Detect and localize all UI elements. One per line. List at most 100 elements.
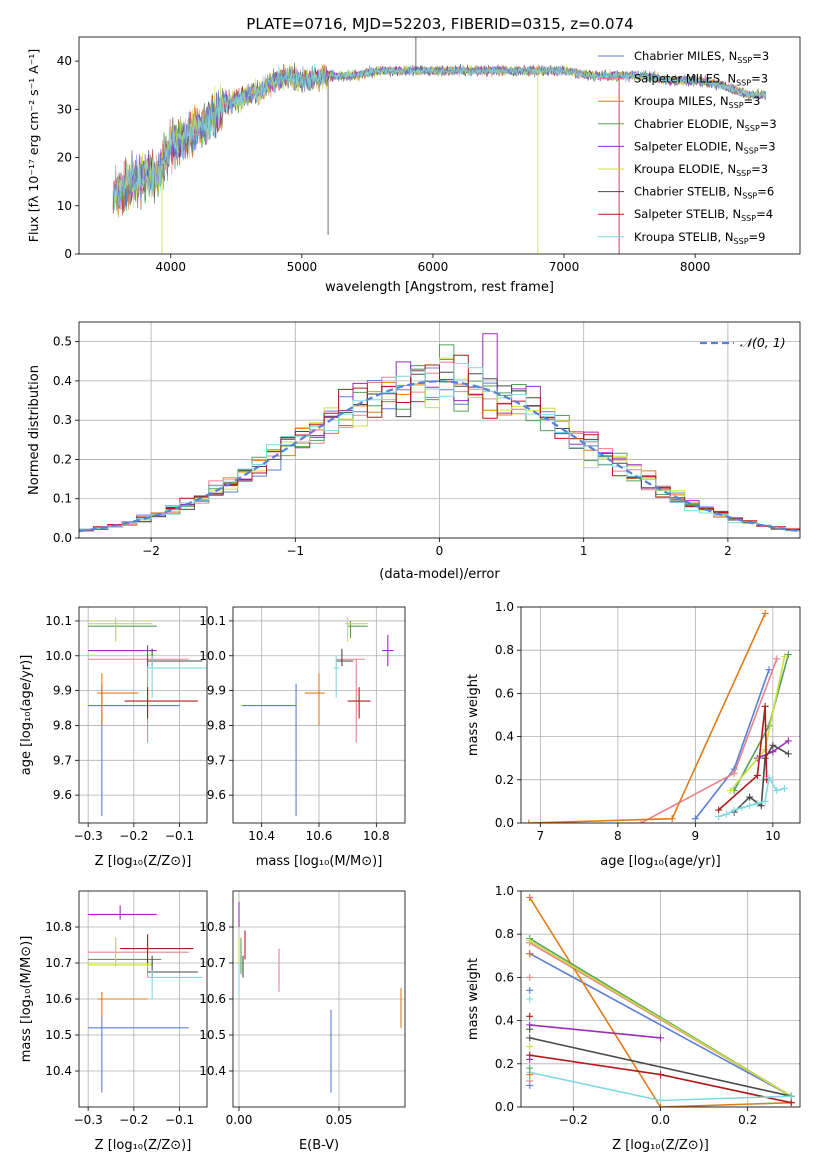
age-vs-metallicity-panel: −0.3 −0.2 −0.1 9.6 9.7 9.8 9.9 10.0 10.1 Z [log₁₀… — [19, 606, 208, 869]
y-tick-label: 9.7 — [207, 753, 226, 767]
y-tick-label: 9.6 — [207, 788, 226, 802]
weight-marker — [691, 815, 699, 823]
y-tick-label: 10.5 — [199, 1028, 226, 1042]
series-layer — [88, 617, 207, 817]
axes-frame — [232, 606, 406, 824]
weight-marker — [761, 702, 769, 710]
y-tick-label: 0.0 — [495, 1100, 514, 1114]
weight-marker — [781, 784, 788, 792]
y-tick-label: 10.1 — [45, 614, 72, 628]
figure-title: PLATE=0716, MJD=52203, FIBERID=0315, z=0… — [246, 15, 633, 33]
weight-line-chabrier-stelib — [529, 1037, 792, 1097]
x-tick-label: 0.05 — [326, 1113, 353, 1127]
x-axis-label: Z [log₁₀(Z/Z⊙)] — [95, 854, 192, 869]
x-tick-label: −0.1 — [165, 1113, 194, 1127]
legend-entry: Kroupa STELIB, NSSP=9 — [634, 230, 765, 246]
weight-marker — [761, 746, 769, 754]
y-tick-label: 0.0 — [495, 816, 514, 830]
y-tick-label: 9.8 — [53, 718, 72, 732]
x-tick-label: −0.1 — [165, 829, 194, 843]
x-tick-label: 5000 — [287, 260, 318, 274]
weight-marker — [657, 1071, 664, 1079]
y-tick-label: 40 — [57, 54, 72, 68]
plot-area — [79, 607, 207, 823]
axes-frame — [78, 606, 208, 824]
spectrum-line-kroupa-stelib — [112, 64, 767, 211]
weight-marker — [525, 819, 533, 823]
weight-marker — [753, 771, 761, 779]
y-tick-label: 10.7 — [45, 956, 72, 970]
weight-marker — [730, 769, 738, 777]
x-axis-label: Z [log₁₀(Z/Z⊙)] — [612, 1138, 709, 1153]
y-tick-label: 10.6 — [45, 992, 72, 1006]
weight-line-salpeter-elodie — [529, 1024, 661, 1039]
mass-vs-metallicity-panel: −0.3 −0.2 −0.1 10.4 10.5 10.6 10.7 10.8 Z [log₁₀… — [19, 890, 208, 1153]
weight-marker — [787, 1099, 795, 1107]
weight-marker — [746, 793, 754, 801]
weight-marker — [526, 937, 534, 945]
weight-marker — [526, 995, 534, 1003]
y-tick-label: 10.4 — [199, 1064, 226, 1078]
y-tick-label: 0.2 — [495, 1057, 514, 1071]
legend-entry: Salpeter MILES, NSSP=3 — [634, 72, 768, 88]
weight-marker — [769, 748, 777, 756]
y-tick-label: 1.0 — [495, 600, 514, 614]
legend-entry: Salpeter STELIB, NSSP=4 — [634, 207, 773, 223]
x-tick-label: 10.8 — [363, 829, 390, 843]
y-tick-label: 30 — [57, 102, 72, 116]
weight-marker — [784, 737, 792, 745]
y-axis-label: mass weight — [466, 958, 481, 1040]
weight-marker — [781, 653, 788, 661]
y-axis-label: mass [log₁₀(M/M⊙)] — [19, 936, 34, 1063]
series-layer — [238, 901, 402, 1093]
x-tick-label: 0.00 — [226, 1113, 253, 1127]
weight-marker — [761, 797, 769, 805]
series-layer — [79, 333, 800, 533]
x-tick-label: 8000 — [680, 260, 711, 274]
y-axis-label: age [log₁₀(age/yr)] — [19, 655, 34, 776]
y-axis-label: Normed distribution — [27, 365, 42, 495]
weight-marker — [657, 1097, 664, 1105]
y-tick-label: 10.8 — [45, 920, 72, 934]
y-tick-label: 10.7 — [199, 956, 226, 970]
x-tick-label: 7 — [537, 829, 545, 843]
legend-entry: Salpeter ELODIE, NSSP=3 — [634, 139, 776, 155]
y-axis-label: mass weight — [466, 674, 481, 756]
weight-line-chabrier-miles — [529, 952, 792, 1097]
weight-marker — [773, 787, 781, 795]
y-tick-label: 9.6 — [53, 788, 72, 802]
weight-marker — [526, 1043, 534, 1051]
x-tick-label: 0.0 — [651, 1113, 670, 1127]
weight-marker — [761, 609, 769, 617]
spectrum-panel: 4000 5000 6000 7000 8000 0 10 20 30 40 wavelength … — [26, 36, 801, 295]
y-tick-label: 0.2 — [495, 773, 514, 787]
y-tick-label: 0 — [64, 247, 72, 261]
axes-frame — [78, 36, 801, 255]
weight-marker — [526, 1071, 534, 1079]
weight-marker — [526, 973, 534, 981]
mass-vs-ebv-panel: 0.00 0.05 10.4 10.5 10.6 10.7 10.8 E(B-V) — [199, 890, 406, 1153]
residuals-histogram-panel: −2 −1 0 1 2 0.0 0.1 0.2 0.3 0.4 0.5 (data-model)/er… — [27, 321, 801, 582]
x-tick-label: 2 — [724, 544, 732, 558]
x-tick-label: −0.2 — [119, 829, 148, 843]
weight-marker — [769, 741, 777, 749]
x-tick-label: 7000 — [549, 260, 580, 274]
x-tick-label: 6000 — [418, 260, 449, 274]
y-tick-label: 0.8 — [495, 927, 514, 941]
x-axis-label: E(B-V) — [299, 1138, 339, 1153]
y-tick-label: 0.6 — [495, 970, 514, 984]
axes-frame — [520, 890, 801, 1108]
series-layer — [526, 893, 795, 1107]
y-tick-label: 10.0 — [199, 649, 226, 663]
weight-marker — [526, 893, 534, 901]
series-layer — [525, 609, 792, 823]
y-tick-label: 9.7 — [53, 753, 72, 767]
y-tick-label: 10 — [57, 199, 72, 213]
weight-marker — [526, 950, 534, 958]
weight-marker — [526, 1077, 534, 1085]
y-tick-label: 0.1 — [53, 492, 72, 506]
legend-entry: Chabrier STELIB, NSSP=6 — [634, 185, 774, 201]
x-tick-label: −0.3 — [74, 1113, 103, 1127]
weight-marker — [668, 815, 676, 823]
y-tick-label: 10.4 — [45, 1064, 72, 1078]
